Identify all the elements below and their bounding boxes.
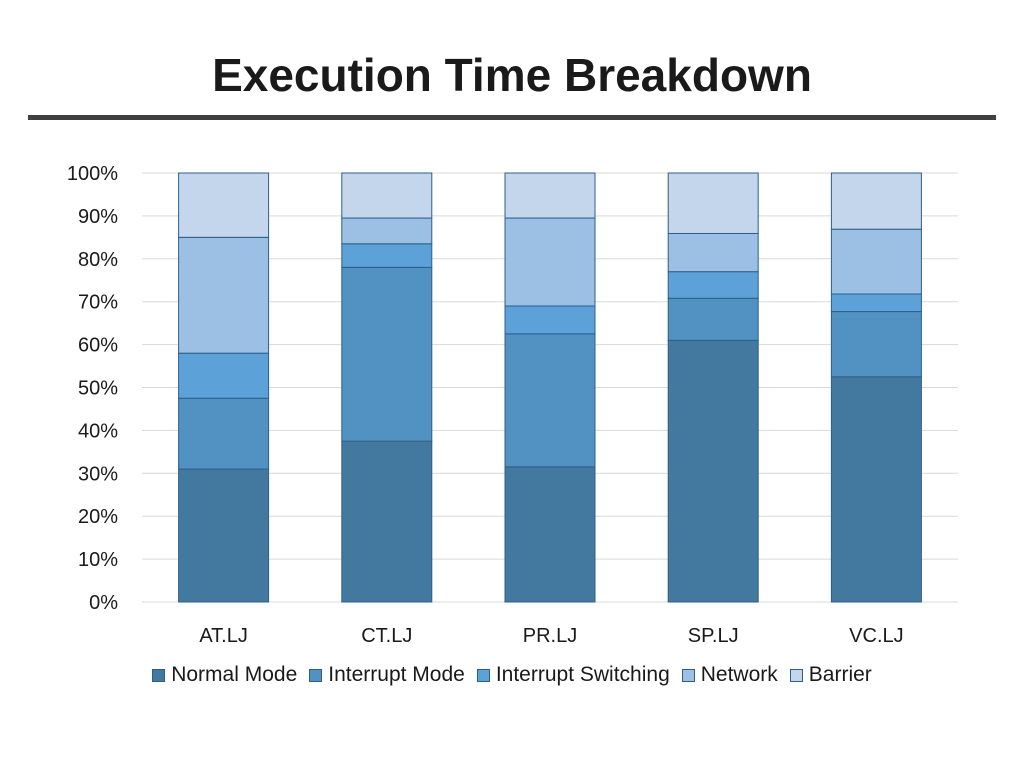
bar-segment-network [178,236,270,354]
legend-item: Network [681,663,778,687]
bar-segment-interrupt-mode [341,266,433,442]
bar-segment-network [504,217,596,307]
x-category-label: SP.LJ [688,625,739,647]
y-tick-label: 70% [78,292,118,314]
chart-legend: Normal Mode Interrupt Mode Interrupt Switc… [0,663,1024,687]
bar-segment-normal-mode [504,466,596,603]
legend-label: Normal Mode [171,663,298,686]
bar-segment-network [341,217,433,245]
bar-segment-normal-mode [341,440,433,603]
y-tick-label: 100% [67,163,118,185]
y-tick-label: 20% [78,506,118,528]
bar-segment-barrier [667,172,759,234]
legend-swatch [152,668,166,682]
y-tick-label: 0% [89,592,118,614]
y-tick-label: 40% [78,420,118,442]
bar-segment-interrupt-mode [504,333,596,468]
bar-segment-barrier [830,172,922,230]
bar-segment-barrier [504,172,596,219]
legend-item: Interrupt Switching [476,663,670,687]
bar-segment-barrier [341,172,433,219]
x-category-label: AT.LJ [199,625,248,647]
bar-segment-normal-mode [667,339,759,603]
legend-item: Interrupt Mode [309,663,465,687]
bar-segment-interrupt-switching [504,305,596,335]
bar-segment-normal-mode [830,376,922,603]
bar-segment-barrier [178,172,270,238]
bar-segment-interrupt-switching [178,352,270,399]
y-tick-label: 30% [78,463,118,485]
bar-segment-normal-mode [178,468,270,603]
x-category-label: CT.LJ [361,625,412,647]
y-tick-label: 80% [78,249,118,271]
legend-swatch [789,668,803,682]
stacked-bar-chart: 0% 10% 20% 30% 40% 50% 60% 70% 80% 90% 100% AT.LJ CT… [67,163,958,647]
x-category-label: PR.LJ [523,625,577,647]
legend-swatch [476,668,490,682]
x-category-label: VC.LJ [849,625,903,647]
bar-segment-network [667,232,759,273]
legend-swatch [681,668,695,682]
legend-label: Interrupt Mode [328,663,465,686]
bar-segment-network [830,228,922,295]
bar-segment-interrupt-mode [667,297,759,341]
bar-segment-interrupt-switching [667,271,759,299]
bar-segment-interrupt-mode [178,397,270,470]
y-tick-label: 60% [78,335,118,357]
slide-title: Execution Time Breakdown [212,49,812,101]
legend-label: Interrupt Switching [495,663,670,686]
legend-label: Barrier [808,663,872,686]
legend-item: Normal Mode [152,663,297,687]
legend-label: Network [700,663,778,686]
legend-item: Barrier [789,663,872,687]
bar-segment-interrupt-mode [830,311,922,378]
y-tick-label: 90% [78,206,118,228]
bar-segment-interrupt-switching [341,243,433,268]
title-divider [28,115,996,120]
y-tick-label: 10% [78,549,118,571]
y-tick-label: 50% [78,378,118,400]
bar-segment-interrupt-switching [830,293,922,313]
legend-swatch [309,668,323,682]
